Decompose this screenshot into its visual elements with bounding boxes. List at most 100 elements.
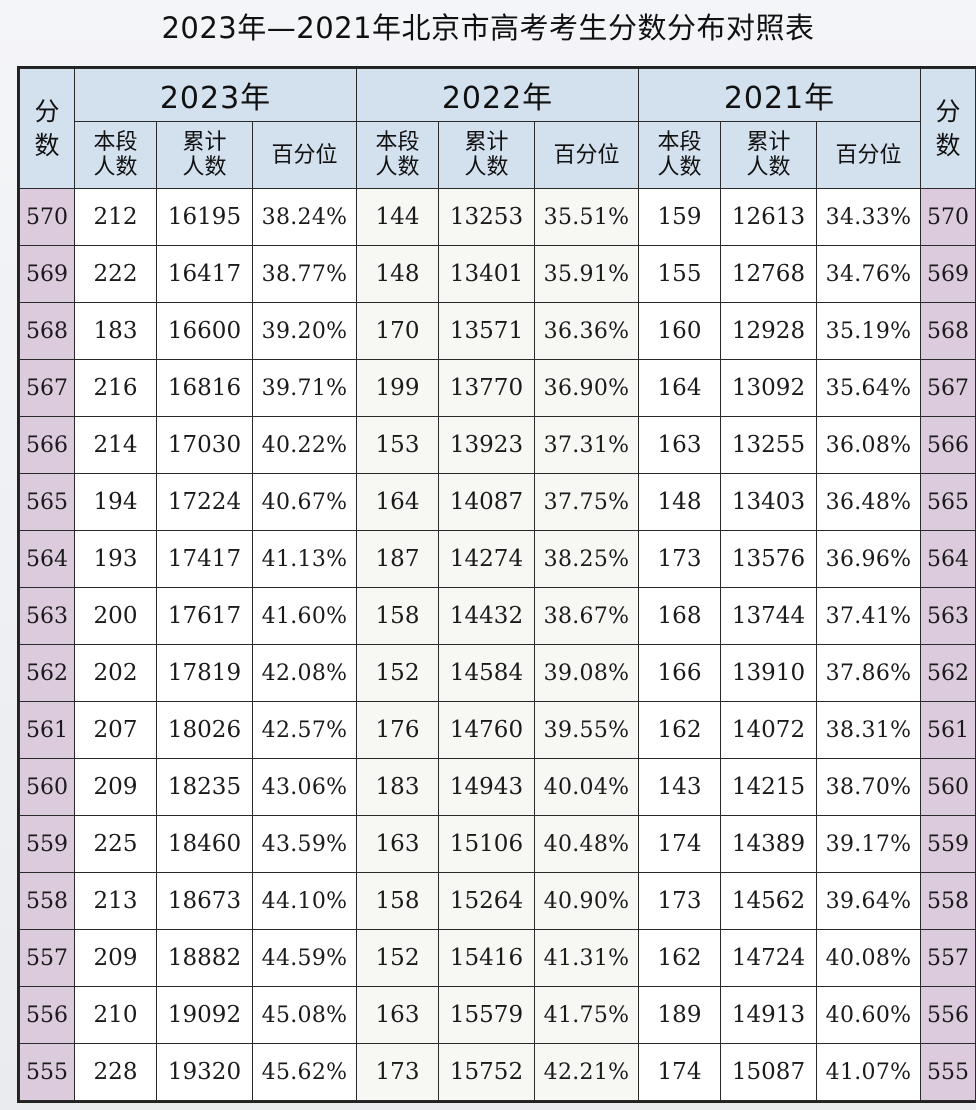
- percentile-cell: 40.90%: [534, 872, 639, 930]
- cumulative-count-cell: 18673: [156, 872, 253, 930]
- percentile-header: 百分位: [816, 121, 921, 189]
- cumulative-count-cell: 14913: [720, 986, 817, 1044]
- cumulative-count-header: 累计 人数: [156, 121, 253, 189]
- cumulative-count-cell: 16195: [156, 188, 253, 246]
- cumulative-count-cell: 14584: [438, 644, 535, 702]
- score-cell: 563: [920, 587, 976, 645]
- seg-count-cell: 173: [356, 1043, 439, 1101]
- score-cell: 561: [920, 701, 976, 759]
- seg-count-cell: 160: [638, 302, 721, 360]
- percentile-cell: 35.51%: [534, 188, 639, 246]
- cumulative-count-cell: 12928: [720, 302, 817, 360]
- percentile-cell: 41.13%: [252, 530, 357, 588]
- seg-count-cell: 143: [638, 758, 721, 816]
- percentile-cell: 35.64%: [816, 359, 921, 417]
- score-cell: 563: [19, 587, 75, 645]
- seg-count-cell: 228: [74, 1043, 157, 1101]
- seg-count-cell: 225: [74, 815, 157, 873]
- percentile-cell: 39.64%: [816, 872, 921, 930]
- cumulative-count-cell: 17417: [156, 530, 253, 588]
- cumulative-count-cell: 13770: [438, 359, 535, 417]
- cumulative-count-cell: 15087: [720, 1043, 817, 1101]
- cumulative-count-cell: 12613: [720, 188, 817, 246]
- score-cell: 566: [19, 416, 75, 474]
- cumulative-count-cell: 13910: [720, 644, 817, 702]
- score-cell: 569: [19, 245, 75, 303]
- seg-count-cell: 212: [74, 188, 157, 246]
- score-cell: 570: [19, 188, 75, 246]
- score-cell: 556: [920, 986, 976, 1044]
- seg-count-cell: 148: [356, 245, 439, 303]
- seg-count-cell: 162: [638, 929, 721, 987]
- year-header-2023: 2023年: [74, 68, 357, 122]
- percentile-cell: 45.08%: [252, 986, 357, 1044]
- cumulative-count-cell: 13571: [438, 302, 535, 360]
- table-row: 555 228 19320 45.62% 173 15752 42.21% 174 15087 4…: [19, 1043, 976, 1101]
- percentile-cell: 37.41%: [816, 587, 921, 645]
- cumulative-count-cell: 17030: [156, 416, 253, 474]
- seg-count-cell: 163: [356, 815, 439, 873]
- seg-count-cell: 158: [356, 587, 439, 645]
- score-cell: 565: [19, 473, 75, 531]
- table-row: 560 209 18235 43.06% 183 14943 40.04% 143 14215 3…: [19, 758, 976, 816]
- table-row: 559 225 18460 43.59% 163 15106 40.48% 174 14389 3…: [19, 815, 976, 873]
- score-cell: 555: [19, 1043, 75, 1101]
- score-cell: 567: [920, 359, 976, 417]
- score-cell: 567: [19, 359, 75, 417]
- score-cell: 562: [920, 644, 976, 702]
- seg-count-cell: 214: [74, 416, 157, 474]
- cumulative-count-cell: 15579: [438, 986, 535, 1044]
- score-cell: 556: [19, 986, 75, 1044]
- cumulative-count-cell: 12768: [720, 245, 817, 303]
- score-cell: 561: [19, 701, 75, 759]
- cumulative-count-cell: 13255: [720, 416, 817, 474]
- percentile-cell: 38.70%: [816, 758, 921, 816]
- table-row: 569 222 16417 38.77% 148 13401 35.91% 155 12768 3…: [19, 245, 976, 303]
- cumulative-count-cell: 14274: [438, 530, 535, 588]
- seg-count-cell: 159: [638, 188, 721, 246]
- table-row: 563 200 17617 41.60% 158 14432 38.67% 168 13744 3…: [19, 587, 976, 645]
- score-cell: 557: [19, 929, 75, 987]
- table-row: 570 212 16195 38.24% 144 13253 35.51% 159 12613 3…: [19, 188, 976, 246]
- seg-count-cell: 176: [356, 701, 439, 759]
- score-cell: 558: [19, 872, 75, 930]
- percentile-header: 百分位: [252, 121, 357, 189]
- score-header-left: 分 数: [19, 68, 75, 189]
- percentile-cell: 40.22%: [252, 416, 357, 474]
- score-cell: 558: [920, 872, 976, 930]
- percentile-cell: 34.33%: [816, 188, 921, 246]
- seg-count-cell: 174: [638, 1043, 721, 1101]
- cumulative-count-cell: 15752: [438, 1043, 535, 1101]
- seg-count-cell: 174: [638, 815, 721, 873]
- cumulative-count-cell: 17819: [156, 644, 253, 702]
- percentile-cell: 40.67%: [252, 473, 357, 531]
- seg-count-cell: 207: [74, 701, 157, 759]
- score-cell: 564: [920, 530, 976, 588]
- percentile-cell: 39.55%: [534, 701, 639, 759]
- seg-count-cell: 170: [356, 302, 439, 360]
- percentile-cell: 35.19%: [816, 302, 921, 360]
- cumulative-count-cell: 14432: [438, 587, 535, 645]
- percentile-cell: 41.60%: [252, 587, 357, 645]
- cumulative-count-cell: 13253: [438, 188, 535, 246]
- seg-count-cell: 164: [638, 359, 721, 417]
- percentile-cell: 36.90%: [534, 359, 639, 417]
- score-cell: 560: [920, 758, 976, 816]
- seg-count-cell: 183: [356, 758, 439, 816]
- percentile-cell: 38.25%: [534, 530, 639, 588]
- score-cell: 555: [920, 1043, 976, 1101]
- cumulative-count-cell: 14389: [720, 815, 817, 873]
- percentile-cell: 41.75%: [534, 986, 639, 1044]
- table-row: 558 213 18673 44.10% 158 15264 40.90% 173 14562 3…: [19, 872, 976, 930]
- percentile-cell: 36.08%: [816, 416, 921, 474]
- percentile-cell: 36.96%: [816, 530, 921, 588]
- percentile-cell: 40.04%: [534, 758, 639, 816]
- seg-count-header: 本段 人数: [74, 121, 157, 189]
- table-row: 565 194 17224 40.67% 164 14087 37.75% 148 13403 3…: [19, 473, 976, 531]
- seg-count-cell: 210: [74, 986, 157, 1044]
- seg-count-cell: 193: [74, 530, 157, 588]
- cumulative-count-cell: 15106: [438, 815, 535, 873]
- percentile-cell: 42.57%: [252, 701, 357, 759]
- cumulative-count-cell: 14087: [438, 473, 535, 531]
- table-row: 564 193 17417 41.13% 187 14274 38.25% 173 13576 3…: [19, 530, 976, 588]
